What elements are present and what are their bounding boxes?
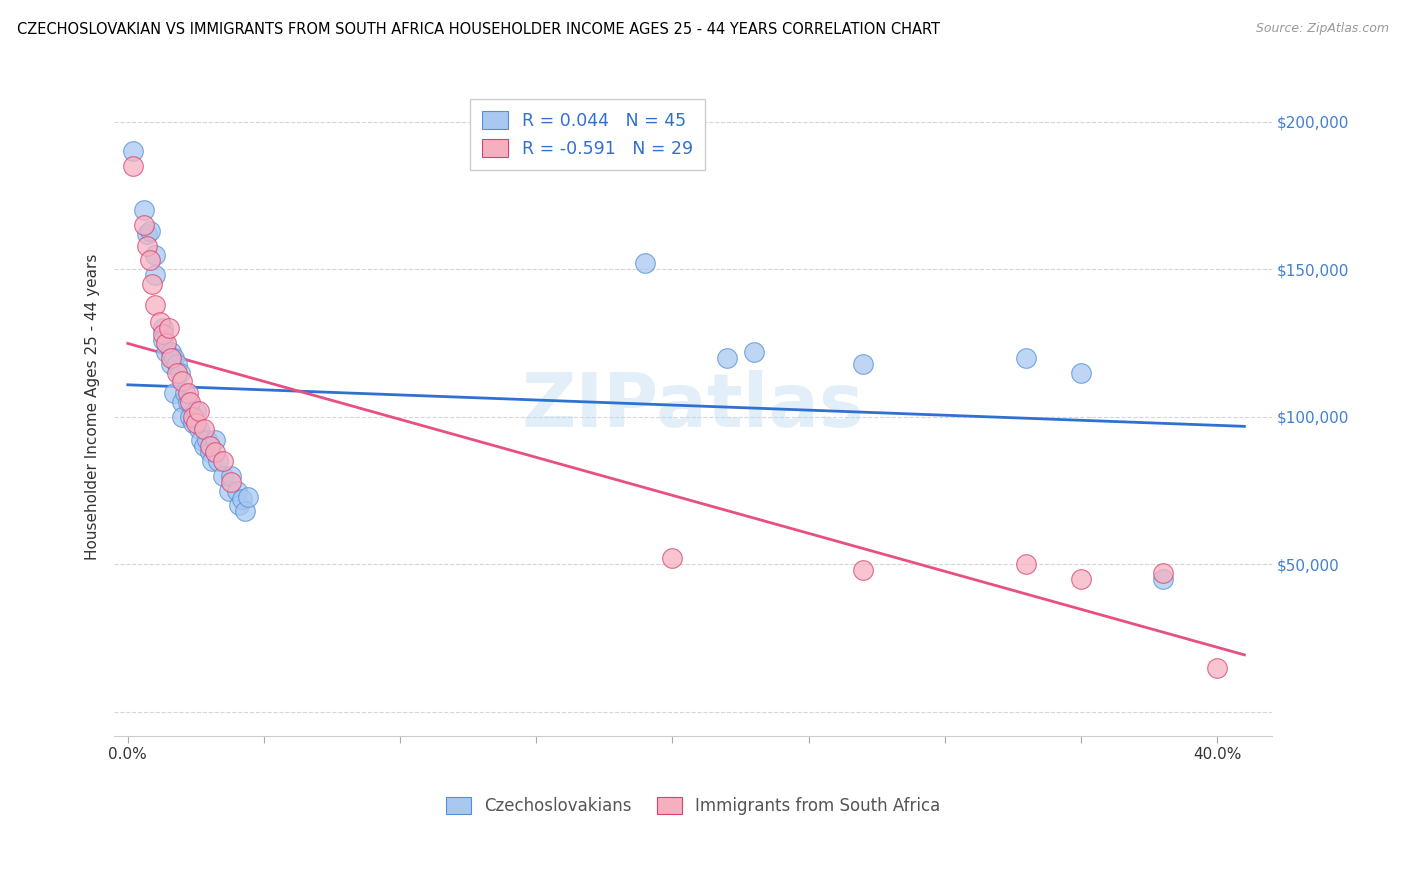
Point bbox=[143, 247, 166, 261]
Point bbox=[1070, 572, 1092, 586]
Point bbox=[236, 490, 259, 504]
Point bbox=[134, 218, 156, 232]
Point bbox=[742, 345, 765, 359]
Point bbox=[233, 504, 256, 518]
Point bbox=[163, 351, 186, 365]
Point bbox=[166, 357, 188, 371]
Point bbox=[184, 404, 207, 418]
Point bbox=[204, 434, 226, 448]
Point bbox=[138, 224, 160, 238]
Legend: Czechoslovakians, Immigrants from South Africa: Czechoslovakians, Immigrants from South … bbox=[439, 790, 946, 822]
Point bbox=[634, 256, 657, 270]
Point bbox=[852, 563, 875, 577]
Point bbox=[179, 395, 201, 409]
Point bbox=[152, 333, 174, 347]
Point bbox=[174, 386, 197, 401]
Point bbox=[149, 315, 172, 329]
Point bbox=[177, 395, 200, 409]
Point bbox=[198, 439, 221, 453]
Point bbox=[228, 499, 250, 513]
Point bbox=[1152, 566, 1174, 581]
Point bbox=[152, 321, 174, 335]
Point bbox=[1070, 366, 1092, 380]
Point bbox=[1015, 558, 1038, 572]
Point bbox=[193, 422, 215, 436]
Point bbox=[221, 468, 243, 483]
Point bbox=[155, 345, 177, 359]
Point bbox=[122, 159, 145, 173]
Point bbox=[193, 439, 215, 453]
Point bbox=[1152, 572, 1174, 586]
Point bbox=[155, 336, 177, 351]
Point bbox=[160, 357, 183, 371]
Point bbox=[160, 345, 183, 359]
Point bbox=[187, 404, 209, 418]
Point bbox=[169, 366, 191, 380]
Text: Source: ZipAtlas.com: Source: ZipAtlas.com bbox=[1256, 22, 1389, 36]
Point bbox=[201, 454, 224, 468]
Point bbox=[195, 434, 218, 448]
Point bbox=[1015, 351, 1038, 365]
Point bbox=[141, 277, 163, 291]
Point bbox=[190, 434, 212, 448]
Point bbox=[163, 386, 186, 401]
Text: CZECHOSLOVAKIAN VS IMMIGRANTS FROM SOUTH AFRICA HOUSEHOLDER INCOME AGES 25 - 44 : CZECHOSLOVAKIAN VS IMMIGRANTS FROM SOUTH… bbox=[17, 22, 939, 37]
Point bbox=[231, 492, 253, 507]
Point bbox=[179, 409, 201, 424]
Point bbox=[143, 298, 166, 312]
Y-axis label: Householder Income Ages 25 - 44 years: Householder Income Ages 25 - 44 years bbox=[86, 253, 100, 559]
Point bbox=[166, 366, 188, 380]
Point bbox=[852, 357, 875, 371]
Point bbox=[212, 468, 235, 483]
Point bbox=[135, 238, 157, 252]
Point bbox=[157, 321, 180, 335]
Point bbox=[134, 203, 156, 218]
Point bbox=[172, 375, 194, 389]
Point bbox=[204, 445, 226, 459]
Point bbox=[143, 268, 166, 282]
Point bbox=[181, 409, 204, 424]
Point bbox=[172, 395, 194, 409]
Point bbox=[716, 351, 738, 365]
Text: ZIPatlas: ZIPatlas bbox=[522, 370, 865, 443]
Point bbox=[198, 445, 221, 459]
Point bbox=[218, 483, 240, 498]
Point bbox=[221, 475, 243, 489]
Point bbox=[138, 253, 160, 268]
Point bbox=[122, 145, 145, 159]
Point bbox=[135, 227, 157, 241]
Point bbox=[181, 416, 204, 430]
Point bbox=[177, 386, 200, 401]
Point bbox=[184, 416, 207, 430]
Point bbox=[172, 409, 194, 424]
Point bbox=[187, 422, 209, 436]
Point bbox=[661, 551, 683, 566]
Point bbox=[160, 351, 183, 365]
Point bbox=[1206, 661, 1229, 675]
Point bbox=[212, 454, 235, 468]
Point bbox=[225, 483, 247, 498]
Point bbox=[207, 454, 229, 468]
Point bbox=[152, 327, 174, 342]
